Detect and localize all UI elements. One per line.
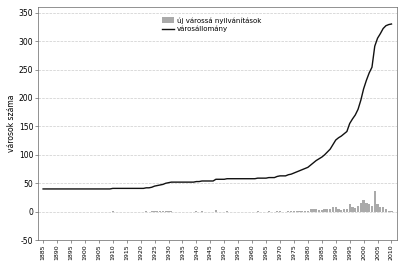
városállomány xyxy=(247,177,252,180)
Bar xyxy=(276,211,278,212)
Bar xyxy=(257,211,259,212)
Bar xyxy=(151,211,153,212)
Bar xyxy=(377,204,379,212)
Bar xyxy=(354,208,356,212)
városállomány xyxy=(255,176,260,180)
Bar xyxy=(215,210,217,212)
Bar xyxy=(340,210,343,212)
városállomány xyxy=(41,187,46,191)
Bar xyxy=(290,211,292,212)
Bar xyxy=(360,203,362,212)
Bar xyxy=(387,211,390,212)
Bar xyxy=(301,211,303,212)
Bar xyxy=(343,209,345,212)
Bar xyxy=(371,206,373,212)
Legend: új várossá nyilvánítások, városállomány: új várossá nyilvánítások, városállomány xyxy=(160,15,263,34)
városállomány xyxy=(389,22,394,26)
Bar xyxy=(335,207,337,212)
Bar xyxy=(382,207,384,212)
Bar xyxy=(368,204,370,212)
Bar xyxy=(195,211,198,212)
Bar xyxy=(201,211,203,212)
Bar xyxy=(293,211,295,212)
Bar xyxy=(351,207,354,212)
Bar xyxy=(349,204,351,212)
Bar xyxy=(145,211,147,212)
Bar xyxy=(379,207,381,212)
városállomány xyxy=(272,176,277,179)
Bar xyxy=(332,207,334,212)
Bar xyxy=(385,209,387,212)
Bar xyxy=(159,211,161,212)
Bar xyxy=(112,211,114,212)
városállomány xyxy=(205,179,210,183)
Bar xyxy=(307,211,309,212)
Bar xyxy=(304,211,306,212)
Bar xyxy=(268,211,270,212)
Bar xyxy=(362,200,365,212)
Bar xyxy=(374,191,376,212)
Bar xyxy=(296,211,298,212)
Bar xyxy=(154,211,156,212)
Line: városállomány: városállomány xyxy=(43,24,391,189)
Y-axis label: városok száma: városok száma xyxy=(7,95,16,152)
Bar xyxy=(321,210,323,212)
Bar xyxy=(156,211,158,212)
Bar xyxy=(162,211,164,212)
Bar xyxy=(299,211,301,212)
Bar xyxy=(318,210,320,212)
Bar xyxy=(167,211,170,212)
Bar xyxy=(337,209,340,212)
Bar xyxy=(365,203,368,212)
városállomány xyxy=(63,187,68,191)
Bar xyxy=(287,211,290,212)
Bar xyxy=(390,211,393,212)
Bar xyxy=(326,209,328,212)
Bar xyxy=(226,211,228,212)
Bar xyxy=(309,209,312,212)
Bar xyxy=(170,211,173,212)
Bar xyxy=(324,209,326,212)
Bar xyxy=(279,211,281,212)
Bar xyxy=(329,209,331,212)
Bar xyxy=(357,206,359,212)
Bar xyxy=(315,209,318,212)
Bar xyxy=(164,211,167,212)
Bar xyxy=(312,209,315,212)
városállomány xyxy=(130,187,135,190)
Bar xyxy=(346,209,348,212)
